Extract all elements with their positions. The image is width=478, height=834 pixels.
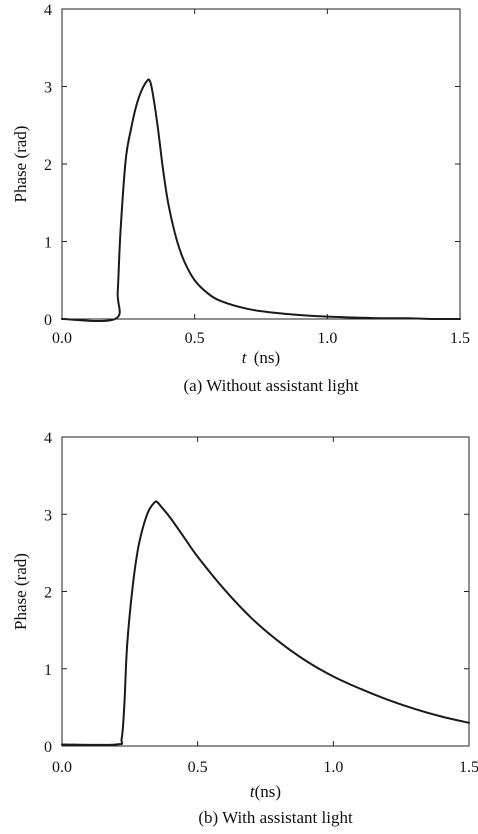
x-tick-label: 0.5 [185, 330, 205, 347]
y-axis-label: Phase (rad) [11, 126, 30, 203]
x-tick-label: 1.5 [459, 759, 478, 776]
x-axis-label: t (ns) [242, 348, 280, 367]
x-tick-label: 0.0 [52, 330, 72, 347]
y-tick-label: 3 [44, 507, 52, 524]
y-tick-label: 4 [44, 430, 52, 447]
phase-curve [61, 78, 461, 322]
x-axis-variable: t [250, 782, 256, 801]
y-tick-label: 0 [44, 739, 52, 756]
y-tick-label: 2 [44, 157, 52, 174]
plot-frame [61, 436, 470, 747]
chart-a: 0.0 0.5 1.0 1.5 0 1 2 3 4 t (ns) Phase (rad) (a) Wi… [11, 2, 470, 395]
x-tick-label: 0.0 [52, 759, 72, 776]
y-tick-label: 0 [44, 312, 52, 329]
y-tick-label: 4 [44, 2, 52, 19]
chart-caption: (a) Without assistant light [183, 376, 358, 395]
x-axis-variable: t [242, 348, 248, 367]
y-tick-label: 1 [44, 235, 52, 252]
x-tick-label: 1.0 [323, 759, 343, 776]
y-tick-label: 2 [44, 585, 52, 602]
x-tick-label: 1.5 [450, 330, 470, 347]
chart-b: 0.0 0.5 1.0 1.5 0 1 2 3 4 t(ns) Phase (rad) (b) Wit… [11, 430, 478, 827]
y-tick-label: 1 [44, 662, 52, 679]
y-tick-label: 3 [44, 80, 52, 97]
x-axis-unit: (ns) [250, 348, 281, 367]
x-tick-label: 0.5 [188, 759, 208, 776]
plot-frame [61, 8, 461, 320]
chart-caption: (b) With assistant light [198, 808, 353, 827]
phase-curve [61, 500, 470, 746]
y-axis-label: Phase (rad) [11, 553, 30, 630]
x-axis-label: t(ns) [250, 782, 281, 801]
x-axis-unit: (ns) [255, 782, 281, 801]
x-tick-label: 1.0 [317, 330, 337, 347]
